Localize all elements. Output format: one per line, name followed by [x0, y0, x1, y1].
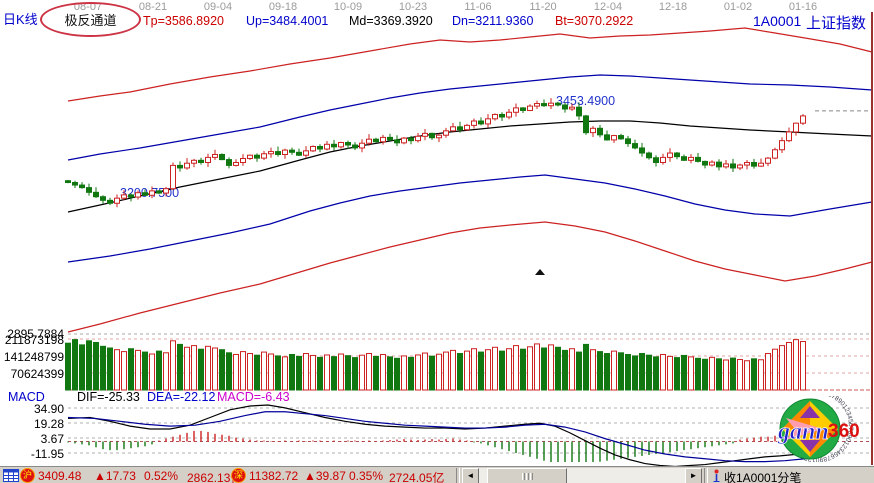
- shenzhen-market-badge[interactable]: 深: [231, 468, 246, 483]
- statusbar-divider: [456, 468, 460, 483]
- indicator-up: Up=3484.4001: [246, 14, 329, 28]
- gann360-logo: 34567890123456789012345678901234 gann 36…: [773, 396, 873, 462]
- svg-text:gann: gann: [777, 419, 829, 445]
- scroll-right-arrow-icon[interactable]: ►: [685, 468, 702, 483]
- price-annotation-high: 3453.4900: [556, 94, 616, 108]
- macd-scale-label: 3.67: [40, 432, 64, 446]
- macd-dea-value: DEA=-22.12: [147, 390, 216, 404]
- volume-scale-label: 70624399: [10, 367, 64, 381]
- statusbar-divider: [704, 468, 708, 483]
- macd-scale-label: -11.95: [30, 447, 64, 461]
- sh-index-pct: 0.52%: [144, 469, 179, 483]
- sz-turnover: 2724.05亿: [389, 471, 445, 483]
- scrollbar-thumb[interactable]: [487, 468, 567, 483]
- macd-panel-title: MACD: [8, 390, 45, 404]
- date-tick: 01-16: [788, 1, 818, 13]
- date-tick: 09-04: [203, 1, 233, 13]
- volume-scale-label: 211873198: [4, 333, 64, 347]
- table-icon[interactable]: [3, 469, 19, 482]
- date-tick: 12-18: [658, 1, 688, 13]
- sh-index-change: ▲17.73: [94, 469, 136, 483]
- date-tick: 01-02: [723, 1, 753, 13]
- channel-annotation-ellipse: 极反通道: [40, 2, 141, 37]
- volume-scale-label: 141248799: [3, 350, 64, 364]
- indicator-md: Md=3369.3920: [349, 14, 433, 28]
- shanghai-market-badge[interactable]: 沪: [20, 468, 35, 483]
- sh-turnover: 2862.13亿: [187, 471, 243, 483]
- macd-hist-value: MACD=-6.43: [217, 390, 290, 404]
- tick-chart-icon: [712, 469, 721, 482]
- date-tick: 11-20: [529, 1, 557, 13]
- scroll-left-arrow-icon[interactable]: ◄: [462, 468, 479, 483]
- indicator-dn: Dn=3211.9360: [452, 14, 534, 28]
- kline-chart-canvas[interactable]: [0, 0, 874, 466]
- date-tick: 09-18: [268, 1, 298, 13]
- macd-scale-label: 19.28: [33, 417, 64, 431]
- tick-view-button[interactable]: 收1A0001分笔: [724, 471, 802, 483]
- symbol-code: 1A0001: [753, 13, 802, 29]
- symbol-name: 上证指数: [806, 15, 867, 32]
- indicator-bt: Bt=3070.2922: [555, 14, 634, 28]
- svg-text:360: 360: [828, 421, 860, 442]
- status-bar: 沪 3409.48 ▲17.73 0.52% 2862.13亿 深 11382.…: [0, 466, 874, 483]
- price-scale-label: 2895.7884: [7, 327, 64, 341]
- sz-index-pct: 0.35%: [349, 469, 384, 483]
- date-tick: 08-21: [138, 1, 168, 13]
- date-tick: 12-04: [593, 1, 623, 13]
- period-label[interactable]: 日K线: [3, 12, 38, 27]
- sz-index-change: ▲39.87: [304, 469, 346, 483]
- sh-index-value: 3409.48: [38, 469, 82, 483]
- macd-dif-value: DIF=-25.33: [77, 390, 140, 404]
- date-tick: 10-23: [398, 1, 428, 13]
- indicator-tp: Tp=3586.8920: [143, 14, 224, 28]
- channel-label: 极反通道: [64, 13, 117, 28]
- date-tick: 10-09: [333, 1, 363, 13]
- date-tick: 11-06: [464, 1, 492, 13]
- horizontal-scrollbar[interactable]: ◄ ►: [462, 468, 702, 483]
- sz-index-value: 11382.72: [249, 469, 299, 483]
- macd-scale-label: 34.90: [33, 402, 64, 416]
